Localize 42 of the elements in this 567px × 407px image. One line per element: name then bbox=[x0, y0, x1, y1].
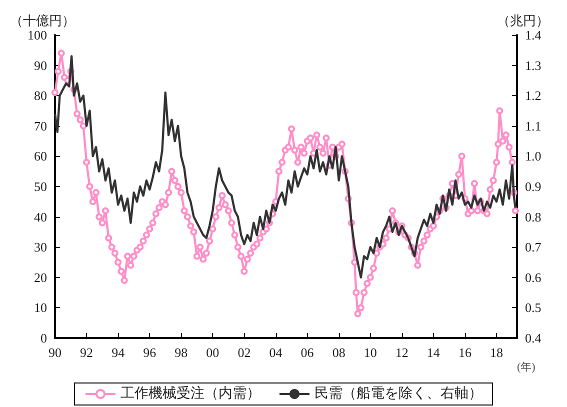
y2-tick-label: 1.1 bbox=[525, 118, 542, 134]
x-tick-label: 06 bbox=[300, 345, 314, 360]
y-tick-label: 60 bbox=[34, 148, 47, 164]
y2-tick-label: 1.0 bbox=[525, 148, 542, 164]
y2-tick-label: 0.4 bbox=[525, 330, 542, 346]
x-tick-label: 10 bbox=[364, 345, 377, 360]
y-tick-label: 10 bbox=[34, 300, 47, 316]
x-tick-label: 96 bbox=[143, 345, 157, 360]
x-tick-label: 18 bbox=[490, 345, 503, 360]
y2-tick-label: 0.5 bbox=[525, 300, 542, 316]
y-tick-label: 20 bbox=[34, 270, 47, 285]
x-tick-label: 08 bbox=[332, 345, 346, 360]
y2-tick-label: 0.7 bbox=[525, 240, 542, 255]
y2-tick-label: 1.3 bbox=[525, 58, 542, 73]
x-tick-label: 12 bbox=[395, 345, 408, 360]
y2-tick-label: 0.6 bbox=[525, 270, 542, 285]
x-tick-label: 02 bbox=[238, 345, 251, 360]
x-tick-label: 04 bbox=[269, 345, 283, 360]
x-axis-title: (年) bbox=[517, 362, 536, 374]
y2-tick-label: 0.9 bbox=[525, 179, 542, 194]
y-tick-label: 80 bbox=[34, 88, 47, 104]
y2-tick-label: 1.4 bbox=[525, 28, 542, 42]
x-tick-label: 94 bbox=[112, 345, 126, 360]
x-tick-label: 16 bbox=[458, 345, 472, 360]
x-tick-label: 00 bbox=[206, 345, 220, 360]
y-tick-label: 0 bbox=[40, 330, 47, 346]
x-tick-label: 90 bbox=[48, 345, 62, 360]
y-tick-label: 50 bbox=[34, 179, 47, 194]
y-axis-title: （十億円） bbox=[10, 13, 75, 28]
y-tick-label: 90 bbox=[34, 58, 47, 73]
y2-tick-label: 0.8 bbox=[525, 209, 542, 224]
x-tick-label: 98 bbox=[174, 345, 188, 360]
y-tick-label: 100 bbox=[28, 28, 47, 42]
x-tick-label: 14 bbox=[426, 345, 440, 360]
x-tick-label: 92 bbox=[80, 345, 94, 360]
y-tick-label: 30 bbox=[34, 240, 47, 255]
legend-label: 民需（船電を除く、右軸） bbox=[314, 386, 482, 402]
y2-tick-label: 1.2 bbox=[525, 88, 542, 104]
y-tick-label: 40 bbox=[34, 209, 47, 224]
y2-axis-title: （兆円） bbox=[497, 13, 549, 28]
legend-label: 工作機械受注（内需） bbox=[120, 386, 260, 402]
y-tick-label: 70 bbox=[34, 118, 47, 134]
